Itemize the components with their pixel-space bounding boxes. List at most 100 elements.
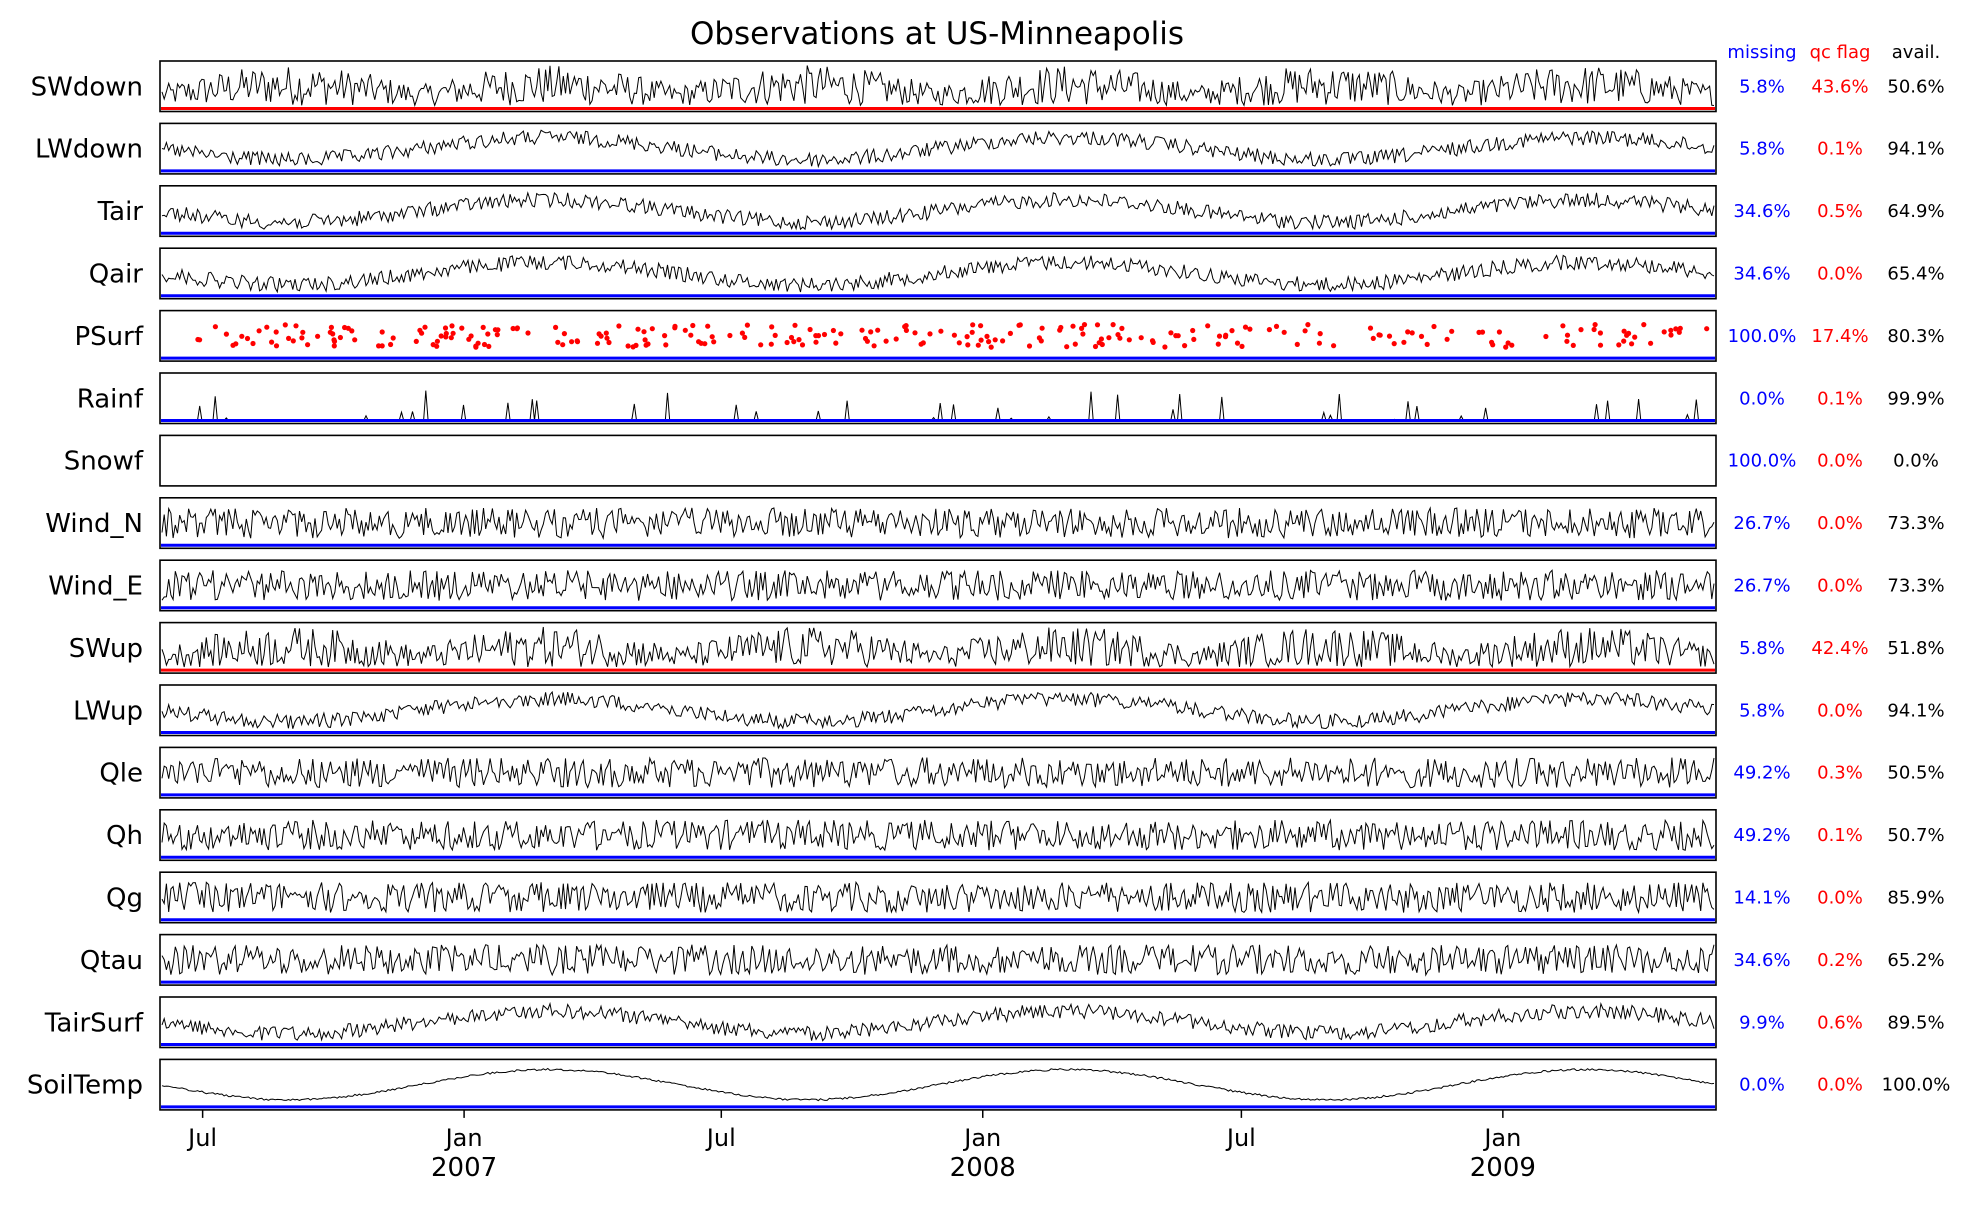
qc-flag-point [1677, 325, 1683, 331]
qc-flag-value: 0.0% [1817, 1075, 1863, 1096]
panel-lwdown: LWdown 5.8% 0.1% 94.1% [35, 122, 1945, 175]
qc-flag-point [1704, 326, 1710, 332]
qc-flag-point [1479, 329, 1486, 335]
panel-frame [159, 372, 1717, 425]
qc-flag-point [791, 339, 797, 345]
qc-flag-point [642, 337, 648, 343]
qc-flag-point [688, 332, 694, 338]
qc-flag-value: 0.0% [1817, 451, 1863, 472]
qc-flag-point [672, 323, 678, 329]
qc-flag-point [1676, 329, 1682, 335]
missing-value: 26.7% [1733, 513, 1790, 534]
qc-flag-point [239, 333, 245, 339]
qc-flag-point [1182, 343, 1188, 349]
qc-flag-point [481, 341, 488, 348]
qc-flag-point [606, 339, 612, 346]
qc-flag-point [1239, 343, 1245, 349]
avail-value: 94.1% [1887, 700, 1944, 721]
x-year-label: 2007 [431, 1153, 497, 1183]
qc-flag-point [1386, 333, 1393, 339]
qc-flag-point [649, 326, 655, 332]
avail-value: 50.6% [1887, 76, 1944, 97]
qc-flag-point [553, 324, 559, 330]
panel-snowf: Snowf 100.0% 0.0% 0.0% [64, 434, 1939, 487]
qc-flag-point [1000, 338, 1006, 344]
qc-flag-point [1405, 329, 1411, 335]
qc-flag-point [468, 333, 474, 339]
qc-flag-point [331, 337, 337, 343]
avail-value: 64.9% [1887, 201, 1944, 222]
qc-flag-point [569, 339, 575, 345]
x-tick-label: Jan [1482, 1124, 1521, 1152]
panel-label: Rainf [77, 384, 144, 414]
qc-flag-point [821, 331, 828, 338]
qc-flag-point [290, 338, 296, 344]
qc-flag-value: 0.1% [1817, 825, 1863, 846]
qc-flag-point [662, 333, 668, 339]
qc-flag-point [643, 342, 649, 348]
qc-flag-point [1592, 322, 1598, 328]
qc-flag-point [1215, 341, 1221, 347]
qc-flag-point [1072, 341, 1078, 347]
avail-value: 99.9% [1887, 388, 1944, 409]
qc-flag-point [758, 342, 764, 348]
qc-flag-point [1281, 329, 1287, 335]
missing-value: 9.9% [1739, 1012, 1785, 1033]
qc-flag-point [1190, 327, 1196, 334]
qc-flag-point [305, 342, 311, 348]
missing-value: 49.2% [1733, 763, 1790, 784]
qc-flag-point [273, 329, 279, 335]
data-trace [161, 943, 1715, 977]
qc-flag-point [1302, 328, 1308, 334]
qc-flag-point [1597, 330, 1603, 336]
x-tick-label: Jan [444, 1124, 483, 1152]
qc-flag-point [742, 334, 748, 340]
qc-flag-point [1092, 343, 1099, 350]
data-trace [161, 818, 1715, 852]
panel-label: LWup [73, 696, 143, 726]
qc-flag-point [1229, 328, 1235, 334]
qc-flag-point [197, 337, 203, 343]
qc-flag-point [1418, 333, 1425, 339]
qc-flag-point [349, 328, 355, 334]
missing-value: 34.6% [1733, 201, 1790, 222]
qc-flag-point [739, 330, 746, 336]
qc-flag-point [988, 344, 994, 350]
qc-flag-point [244, 335, 251, 342]
qc-flag-point [233, 341, 239, 347]
qc-flag-point [492, 327, 498, 333]
x-tick-label: Jan [962, 1124, 1001, 1152]
data-trace [161, 506, 1715, 540]
qc-flag-point [555, 339, 561, 345]
qc-flag-point [1560, 323, 1566, 329]
qc-flag-point [510, 325, 516, 332]
data-trace [161, 1001, 1715, 1042]
qc-flag-point [1016, 322, 1022, 328]
qc-flag-point [956, 340, 962, 346]
panel-psurf: PSurf 100.0% 17.4% 80.3% [74, 309, 1945, 362]
qc-flag-value: 0.0% [1817, 700, 1863, 721]
panel-frame [159, 684, 1717, 737]
qc-flag-point [1570, 342, 1576, 348]
qc-flag-point [1115, 332, 1121, 338]
qc-flag-point [792, 322, 798, 328]
x-year-label: 2008 [950, 1153, 1016, 1183]
qc-flag-point [830, 327, 837, 334]
panel-frame [159, 60, 1717, 113]
qc-flag-point [984, 333, 990, 339]
qc-flag-point [327, 329, 333, 335]
qc-flag-point [1064, 344, 1070, 350]
qc-flag-point [449, 323, 455, 329]
avail-column-header: avail. [1892, 42, 1940, 63]
panel-label: SoilTemp [27, 1071, 143, 1101]
avail-value: 89.5% [1887, 1012, 1944, 1033]
qc-flag-point [1205, 323, 1211, 329]
x-tick-label: Jul [1225, 1124, 1256, 1152]
qc-flag-point [1126, 337, 1132, 343]
qc-flag-point [1106, 335, 1112, 341]
avail-value: 73.3% [1887, 513, 1944, 534]
data-trace [161, 880, 1715, 915]
qc-flag-point [964, 334, 970, 340]
qc-flag-point [1370, 335, 1376, 341]
qc-flag-point [893, 336, 899, 342]
